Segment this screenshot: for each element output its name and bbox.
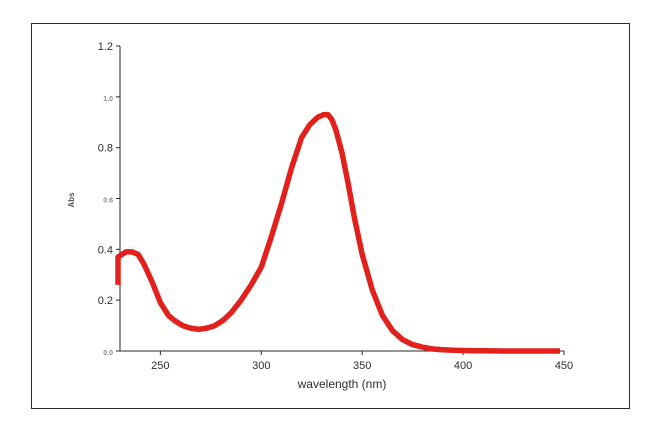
- y-tick-label: 1.2: [98, 41, 113, 53]
- x-tick-label: 450: [555, 360, 573, 372]
- absorbance-series-line: [115, 111, 560, 354]
- x-tick-label: 250: [151, 360, 169, 372]
- x-tick-label: 400: [454, 360, 472, 372]
- y-tick-label: 0.8: [98, 143, 113, 155]
- axes: [119, 46, 564, 352]
- x-ticks: 250 300 350 400 450: [151, 351, 573, 372]
- chart-frame: 0.0 0.2 0.4 0.6 0.8 1.0 1.2 250 300 350 400 450 wa…: [31, 23, 630, 409]
- series-layer: [115, 111, 560, 354]
- y-tick-label: 0.0: [103, 350, 113, 357]
- x-tick-label: 350: [353, 360, 371, 372]
- y-tick-label: 0.4: [98, 244, 113, 256]
- absorbance-chart: 0.0 0.2 0.4 0.6 0.8 1.0 1.2 250 300 350 400 450 wa…: [67, 41, 573, 391]
- y-axis-title: Abs: [67, 192, 76, 208]
- x-tick-label: 300: [252, 360, 270, 372]
- y-ticks: 0.0 0.2 0.4 0.6 0.8 1.0 1.2: [98, 41, 120, 357]
- x-axis-title: wavelength (nm): [297, 377, 387, 391]
- y-tick-label: 1.0: [103, 96, 113, 103]
- y-tick-label: 0.6: [103, 198, 113, 205]
- y-tick-label: 0.2: [98, 295, 113, 307]
